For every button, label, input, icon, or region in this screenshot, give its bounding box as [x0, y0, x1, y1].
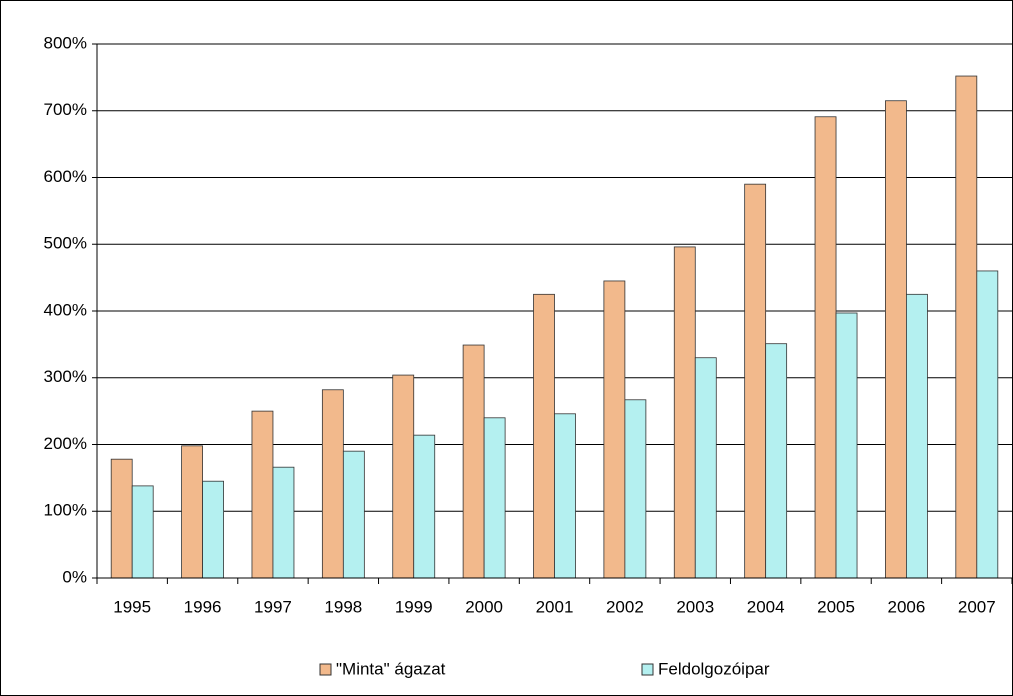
x-tick-label: 2002	[606, 597, 644, 616]
x-tick-label: 1995	[113, 597, 151, 616]
y-tick-label: 500%	[44, 234, 87, 253]
y-tick-label: 800%	[44, 33, 87, 52]
bar	[554, 413, 576, 579]
bar	[835, 312, 858, 579]
bar	[483, 417, 506, 579]
y-tick-label: 300%	[44, 367, 87, 386]
bar	[342, 450, 365, 579]
legend-swatch	[319, 663, 332, 676]
bar	[955, 75, 978, 579]
bar	[976, 270, 999, 579]
bar	[413, 434, 436, 579]
y-tick-label: 700%	[44, 100, 87, 119]
bar	[392, 374, 415, 579]
x-tick-label: 2003	[676, 597, 714, 616]
bar	[251, 410, 274, 579]
bar	[765, 343, 788, 579]
x-tick-label: 1999	[395, 597, 433, 616]
x-tick-label: 2001	[536, 597, 574, 616]
bar	[744, 183, 767, 579]
legend-swatch	[641, 663, 654, 676]
bar	[814, 116, 837, 579]
bar	[673, 246, 696, 579]
y-tick-label: 100%	[44, 501, 87, 520]
x-tick-label: 2007	[958, 597, 996, 616]
x-tick-label: 2004	[747, 597, 785, 616]
bar	[694, 357, 717, 579]
bar	[624, 399, 647, 579]
x-tick-label: 1997	[254, 597, 292, 616]
bar	[110, 458, 133, 579]
bar	[462, 344, 485, 579]
bar	[603, 280, 626, 579]
x-tick-label: 1998	[324, 597, 362, 616]
bar	[131, 485, 154, 579]
x-tick-label: 2000	[465, 597, 503, 616]
x-tick-label: 1996	[184, 597, 222, 616]
bar	[181, 445, 203, 579]
bar	[321, 389, 344, 579]
bar	[906, 293, 928, 579]
bar	[885, 100, 907, 579]
bar	[202, 480, 224, 579]
bar	[533, 293, 555, 579]
y-tick-label: 600%	[44, 167, 87, 186]
x-tick-label: 2005	[817, 597, 855, 616]
bar	[272, 466, 295, 579]
y-tick-label: 200%	[44, 434, 87, 453]
x-tick-label: 2006	[888, 597, 926, 616]
legend-label: Feldolgozóipar	[658, 659, 770, 678]
y-tick-label: 0%	[62, 567, 87, 586]
y-tick-label: 400%	[44, 300, 87, 319]
legend-label: "Minta" ágazat	[336, 659, 446, 678]
